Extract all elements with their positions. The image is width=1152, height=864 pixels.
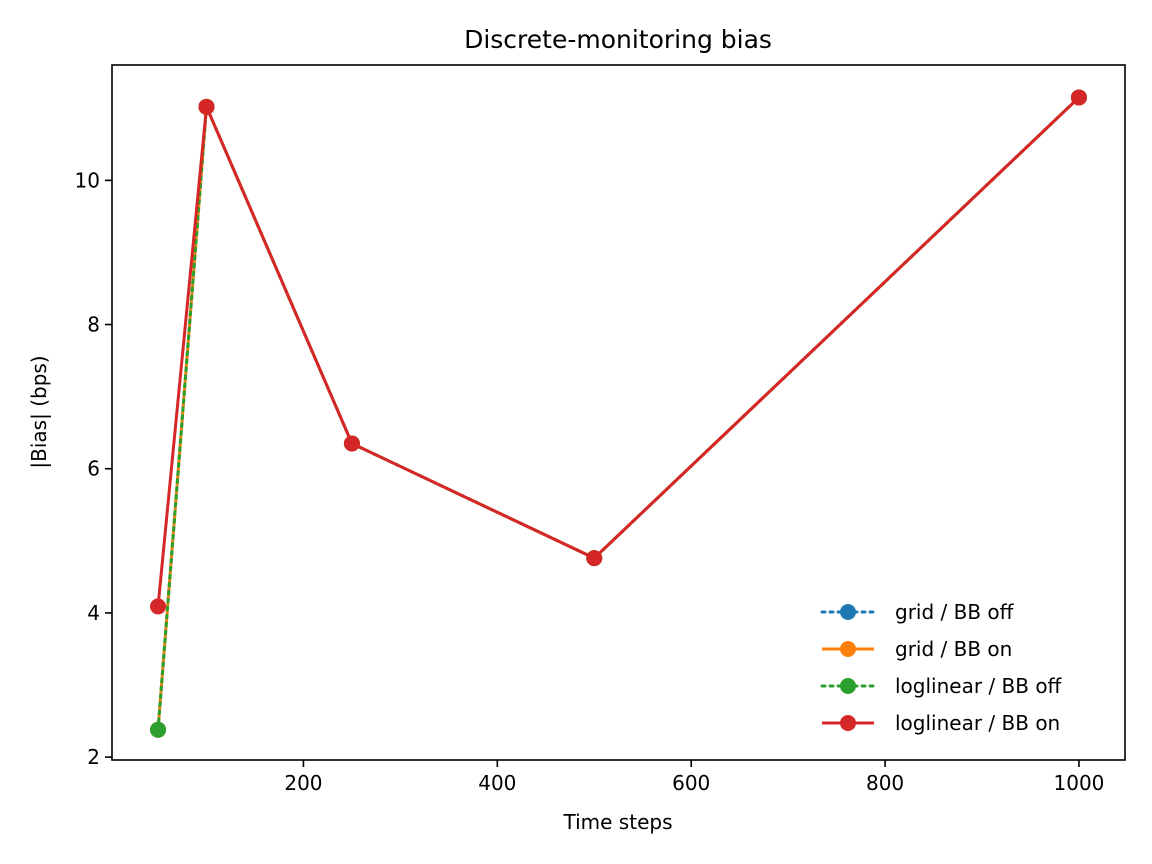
legend: grid / BB off grid / BB on loglinear / BB … (820, 600, 1063, 735)
plot-area (150, 89, 1087, 738)
legend-item: grid / BB on (822, 637, 1012, 661)
y-axis-label: |Bias| (bps) (27, 355, 51, 468)
y-tick-label: 10 (75, 168, 100, 192)
x-tick-label: 200 (284, 771, 322, 795)
data-point (586, 550, 603, 567)
data-point (150, 598, 167, 615)
plot-frame (111, 64, 1126, 761)
legend-item: loglinear / BB off (820, 674, 1063, 698)
chart-title: Discrete-monitoring bias (464, 25, 772, 54)
series-4 (150, 89, 1087, 615)
series-line (156, 95, 1081, 732)
x-axis: 200 400 600 800 1000 (284, 760, 1104, 795)
legend-item: loglinear / BB on (822, 711, 1060, 735)
legend-marker (840, 678, 856, 694)
legend-marker (840, 604, 856, 620)
x-tick-label: 1000 (1054, 771, 1105, 795)
y-tick-label: 4 (87, 601, 100, 625)
x-axis-label: Time steps (563, 810, 673, 834)
data-point (1070, 89, 1087, 106)
legend-label: grid / BB on (895, 637, 1012, 661)
y-tick-label: 8 (87, 313, 100, 337)
series-line (156, 96, 1080, 730)
legend-marker (840, 641, 856, 657)
data-point (343, 435, 360, 452)
y-axis: 2 4 6 8 10 (75, 168, 112, 769)
series-line (156, 96, 1080, 607)
data-point (198, 98, 215, 115)
x-tick-label: 800 (866, 771, 904, 795)
legend-label: loglinear / BB on (895, 711, 1060, 735)
legend-item: grid / BB off (820, 600, 1015, 624)
legend-label: loglinear / BB off (895, 674, 1063, 698)
legend-label: grid / BB off (895, 600, 1015, 624)
data-point (150, 721, 167, 738)
y-tick-label: 2 (87, 745, 100, 769)
series-line (156, 95, 1081, 732)
x-tick-label: 600 (672, 771, 710, 795)
x-tick-label: 400 (478, 771, 516, 795)
y-tick-label: 6 (87, 457, 100, 481)
legend-marker (840, 715, 856, 731)
